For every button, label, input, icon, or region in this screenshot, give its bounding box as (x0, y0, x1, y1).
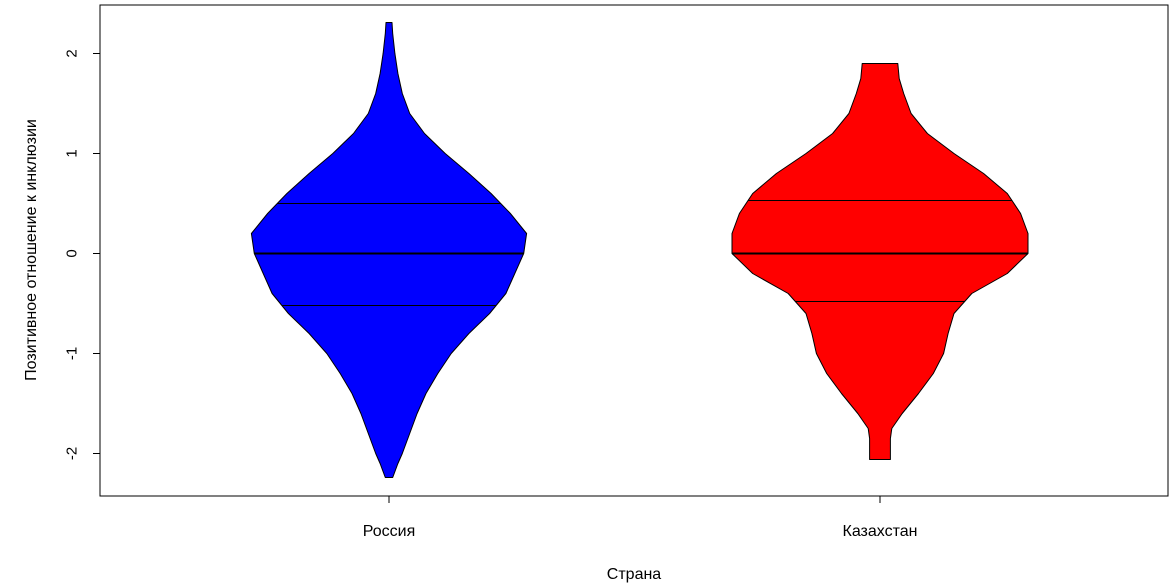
violins-group (250, 22, 1029, 478)
x-axis-title: Страна (607, 566, 662, 583)
y-tick-label: 0 (64, 249, 81, 257)
x-tick-label: Россия (363, 523, 415, 540)
y-axis-title: Позитивное отношение к инклюзии (23, 119, 40, 381)
y-axis: 2 1 0 -1 -2 (64, 49, 101, 460)
y-tick-label: -2 (64, 447, 81, 460)
y-tick-label: 2 (64, 49, 81, 57)
violin-body (250, 22, 528, 478)
x-tick-label: Казахстан (843, 523, 918, 540)
y-tick-label: 1 (64, 149, 81, 157)
violin-body (731, 63, 1029, 460)
x-axis: Россия Казахстан (363, 496, 918, 540)
y-tick-label: -1 (64, 347, 81, 360)
